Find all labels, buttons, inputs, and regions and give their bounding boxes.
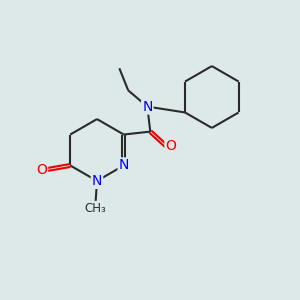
Text: O: O [36,163,47,177]
Text: N: N [118,158,129,172]
Text: N: N [92,174,102,188]
Text: CH₃: CH₃ [85,202,106,215]
Text: O: O [165,139,176,153]
Text: N: N [142,100,152,114]
